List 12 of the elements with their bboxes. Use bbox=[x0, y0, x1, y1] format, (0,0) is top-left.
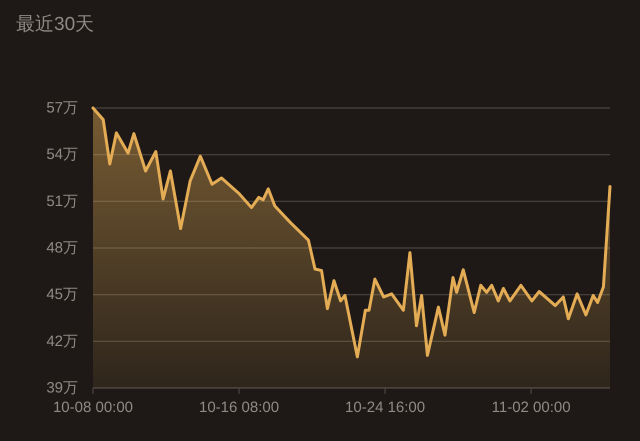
y-tick-label: 39万 bbox=[46, 380, 78, 396]
y-tick-label: 57万 bbox=[46, 100, 78, 116]
x-tick-label: 11-02 00:00 bbox=[492, 399, 571, 416]
y-tick-label: 51万 bbox=[46, 192, 78, 210]
y-tick-label: 45万 bbox=[46, 286, 78, 304]
y-tick-label: 48万 bbox=[46, 240, 78, 256]
chart-title: 最近30天 bbox=[16, 14, 94, 35]
y-tick-label: 42万 bbox=[46, 332, 78, 350]
x-tick-label: 10-16 08:00 bbox=[199, 399, 280, 416]
x-tick-label: 10-24 16:00 bbox=[345, 399, 426, 416]
y-tick-label: 54万 bbox=[46, 146, 78, 164]
x-tick-label: 10-08 00:00 bbox=[52, 399, 134, 416]
